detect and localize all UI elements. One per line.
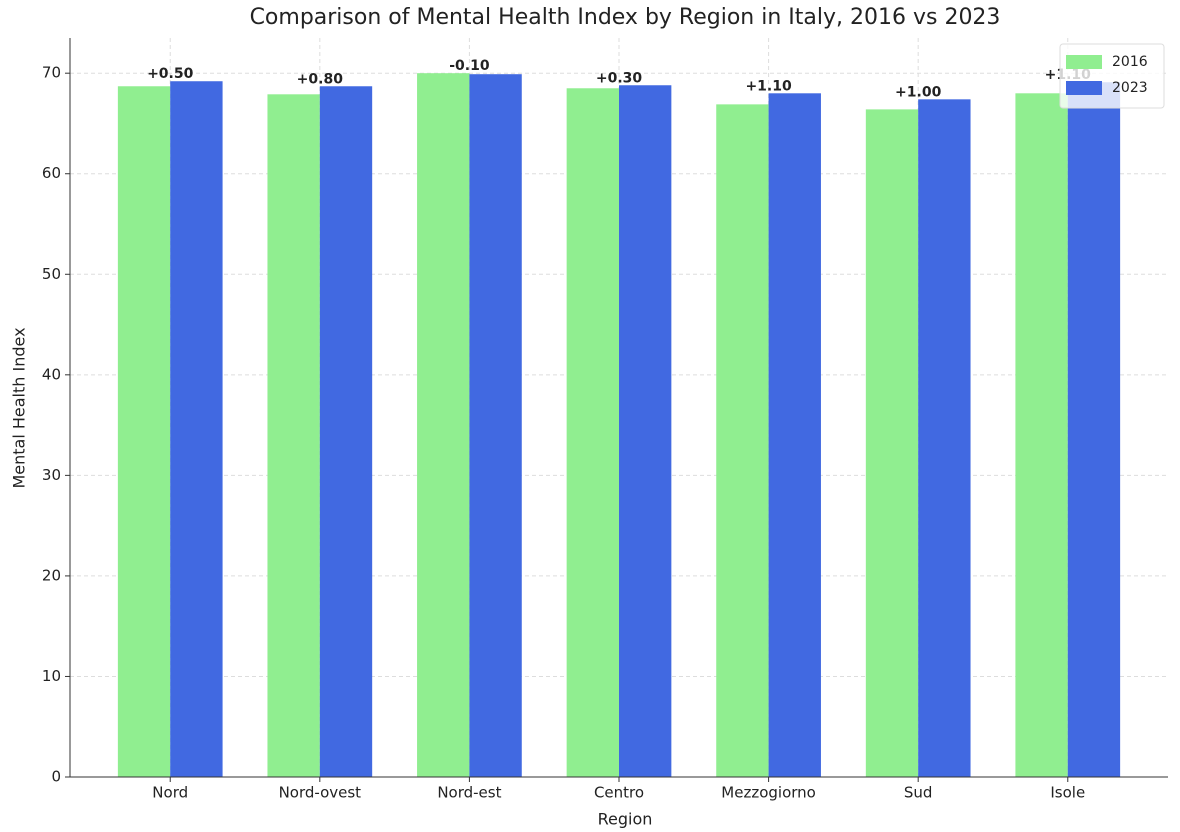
y-tick-label: 20: [42, 566, 61, 584]
bar: [865, 109, 919, 777]
bar: [619, 85, 672, 777]
y-tick-label: 0: [51, 768, 61, 786]
difference-label: +1.00: [895, 84, 942, 100]
x-tick-label: Nord-est: [437, 784, 501, 802]
bar: [469, 74, 522, 777]
legend-swatch: [1066, 81, 1102, 95]
x-tick-label: Isole: [1050, 784, 1085, 802]
y-tick-label: 30: [42, 466, 61, 484]
y-tick-label: 60: [42, 164, 61, 182]
y-tick-label: 70: [42, 64, 61, 82]
difference-label: +0.30: [596, 70, 643, 86]
x-tick-label: Nord: [152, 784, 188, 802]
difference-label: +0.80: [297, 71, 344, 87]
bar: [417, 73, 470, 777]
difference-label: +0.50: [147, 66, 194, 82]
chart-title: Comparison of Mental Health Index by Reg…: [250, 5, 1001, 30]
legend: 2016 2023: [1059, 43, 1165, 109]
legend-swatch: [1066, 55, 1102, 69]
x-tick-label: Sud: [904, 784, 933, 802]
difference-label: +1.10: [745, 78, 792, 94]
x-axis-label: Region: [598, 810, 653, 829]
y-tick-label: 40: [42, 365, 61, 383]
y-axis-label: Mental Health Index: [10, 327, 29, 488]
bar: [1015, 93, 1068, 777]
bar: [267, 94, 320, 778]
bar: [170, 81, 223, 778]
bar: [566, 88, 619, 778]
bar: [918, 99, 971, 777]
bar: [319, 86, 373, 777]
legend-label: 2016: [1112, 54, 1148, 70]
bar: [117, 86, 171, 777]
x-tick-label: Nord-ovest: [279, 784, 362, 802]
bar: [716, 104, 769, 777]
y-tick-label: 10: [42, 667, 61, 685]
x-tick-label: Mezzogiorno: [721, 784, 816, 802]
bar: [768, 93, 821, 777]
x-tick-label: Centro: [594, 784, 644, 802]
y-tick-label: 50: [42, 265, 61, 283]
bar: [1067, 82, 1121, 778]
difference-label: -0.10: [449, 58, 490, 74]
legend-label: 2023: [1112, 80, 1148, 96]
